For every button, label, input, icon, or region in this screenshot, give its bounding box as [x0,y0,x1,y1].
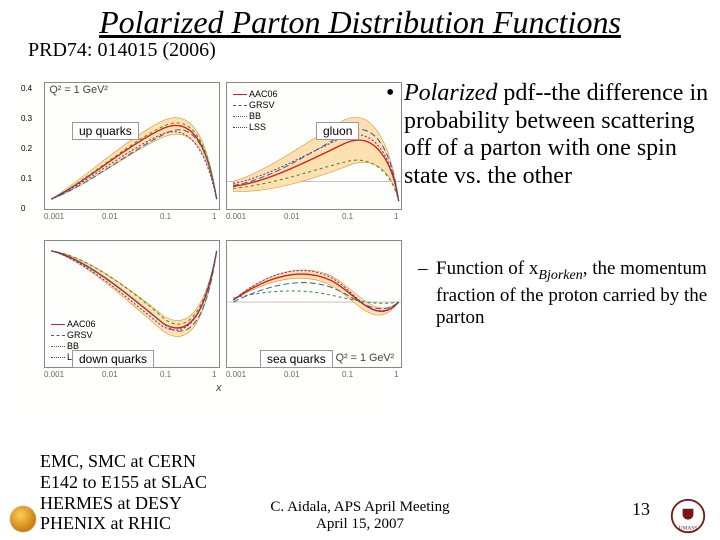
tag-sea-quarks: sea quarks [260,350,333,368]
q2-label-bot: Q² = 1 GeV² [336,352,395,364]
crest-icon: UMASS [670,498,706,534]
panel-gluon: AAC06 GRSV BB LSS [226,82,402,210]
footer-center: C. Aidala, APS April Meeting April 15, 2… [0,499,720,532]
bullet-sub-text: Function of xBjorken, the momentum fract… [436,258,707,328]
tag-gluon: gluon [316,122,359,140]
chart-grid: Q² = 1 GeV² 0 0.1 0.2 0.3 0.4 up quarks … [16,72,392,422]
panel-up-quarks: Q² = 1 GeV² 0 0.1 0.2 0.3 0.4 [44,82,220,210]
q2-label: Q² = 1 GeV² [49,84,108,96]
slide-title: Polarized Parton Distribution Functions [0,0,720,41]
xlabel: x [216,382,222,394]
sea-bb [233,291,398,303]
tag-down-quarks: down quarks [72,350,154,368]
svg-text:UMASS: UMASS [679,526,698,532]
bullet-main-text: Polarized pdf--the difference in probabi… [404,80,708,189]
badge-icon [10,506,36,532]
slide-subtitle: PRD74: 014015 (2006) [0,39,720,62]
panel-sea-quarks: Q² = 1 GeV² [226,240,402,368]
bullet-sub: – Function of xBjorken, the momentum fra… [436,258,711,330]
panel-down-quarks: AAC06 GRSV BB LSS [44,240,220,368]
legend: AAC06 GRSV BB LSS [233,89,278,133]
page-number: 13 [632,499,650,520]
bullet-main: • Polarized pdf--the difference in proba… [404,80,714,190]
tag-up-quarks: up quarks [72,122,139,140]
